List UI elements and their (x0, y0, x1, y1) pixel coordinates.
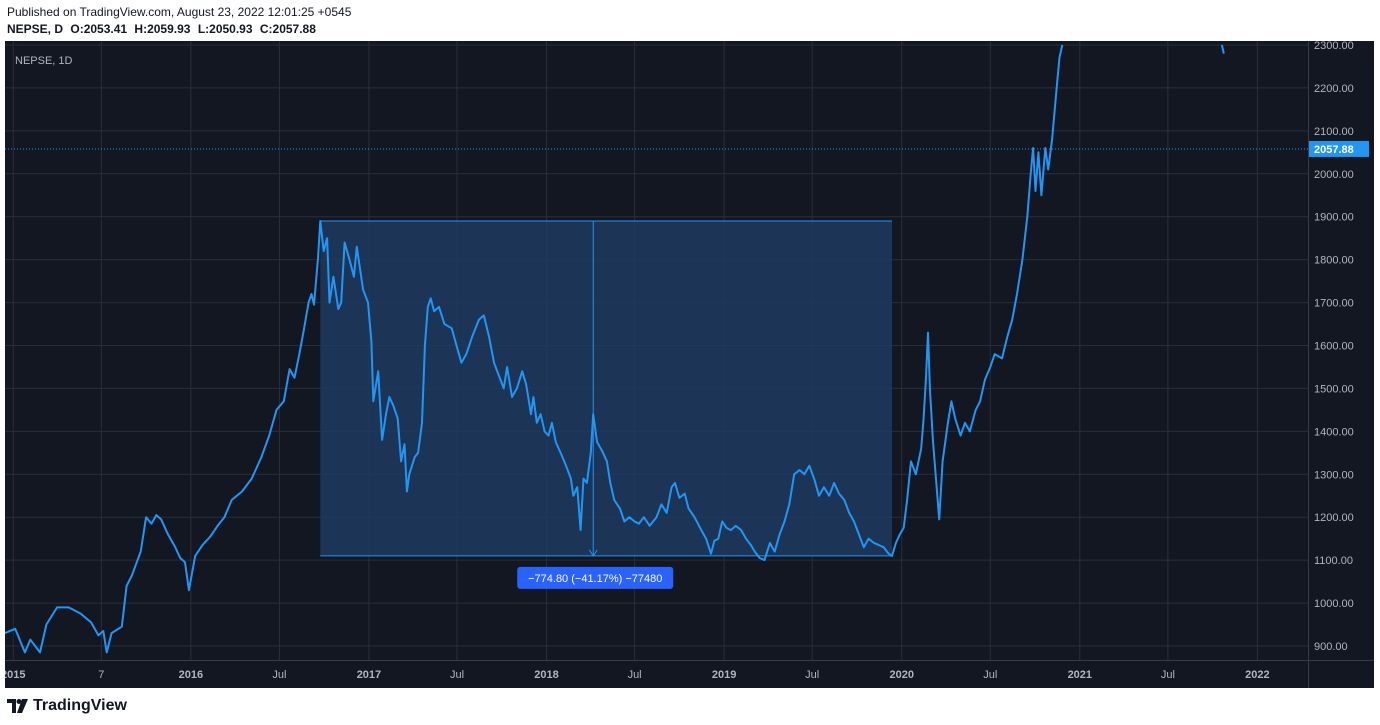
y-tick-label: 900.00 (1314, 641, 1348, 653)
x-tick-label: Jul (983, 669, 997, 681)
chart-svg[interactable]: −774.80 (−41.17%) −77480 900.00 1000.00 110… (1, 40, 1374, 688)
ohlc-line: NEPSE, D O:2053.41 H:2059.93 L:2050.93 C… (7, 22, 320, 36)
x-tick-label: 2018 (534, 669, 558, 681)
x-tick-label: 7 (98, 669, 104, 681)
y-tick-label: 1700.00 (1314, 298, 1354, 310)
last-price-label: 2057.88 (1314, 144, 1354, 156)
y-tick-label: 2000.00 (1314, 169, 1354, 181)
x-tick-label: 2016 (179, 669, 203, 681)
y-tick-label: 2200.00 (1314, 83, 1354, 95)
x-tick-label: 2019 (712, 669, 736, 681)
x-tick-label: 2020 (889, 669, 913, 681)
x-tick-label: Jul (1161, 669, 1175, 681)
tradingview-logo: TradingView (7, 697, 127, 715)
measure-label-box (517, 566, 674, 589)
high-value: H:2059.93 (134, 22, 191, 36)
price-line-fragment (1220, 44, 1225, 54)
open-value: O:2053.41 (70, 22, 128, 36)
y-tick-label: 1000.00 (1314, 598, 1354, 610)
measure-area[interactable] (320, 221, 892, 556)
x-tick-label: 2022 (1245, 669, 1269, 681)
tradingview-logo-icon (7, 699, 28, 713)
price-line[interactable] (5, 44, 1064, 654)
x-tick-label: Jul (450, 669, 464, 681)
y-tick-label: 1800.00 (1314, 255, 1354, 267)
y-tick-label: 1400.00 (1314, 426, 1354, 438)
y-tick-label: 2300.00 (1314, 41, 1354, 52)
y-tick-label: 1500.00 (1314, 383, 1354, 395)
y-tick-label: 2100.00 (1314, 126, 1354, 138)
x-tick-label: 2017 (357, 669, 381, 681)
close-value: C:2057.88 (259, 22, 316, 36)
chart-legend: NEPSE, 1D (15, 55, 73, 67)
brand-name: TradingView (33, 697, 127, 714)
price-chart[interactable]: −774.80 (−41.17%) −77480 900.00 1000.00 110… (1, 40, 1374, 688)
y-tick-label: 1200.00 (1314, 512, 1354, 524)
x-tick-label: 2021 (1068, 669, 1092, 681)
x-tick-label: Jul (272, 669, 286, 681)
symbol-label: NEPSE, D (7, 22, 64, 36)
measure-arrow-head-icon (588, 549, 598, 557)
low-value: L:2050.93 (197, 22, 253, 36)
y-tick-label: 1900.00 (1314, 212, 1354, 224)
y-tick-label: 1300.00 (1314, 469, 1354, 481)
measure-label: −774.80 (−41.17%) −77480 (528, 573, 662, 585)
x-tick-label: Jul (805, 669, 819, 681)
published-line: Published on TradingView.com, August 23,… (7, 5, 352, 19)
y-tick-label: 1100.00 (1314, 555, 1353, 567)
x-tick-label: Jul (628, 669, 642, 681)
x-tick-label: 2015 (5, 669, 26, 681)
last-price-badge (1309, 140, 1369, 157)
y-tick-label: 1600.00 (1314, 341, 1354, 353)
